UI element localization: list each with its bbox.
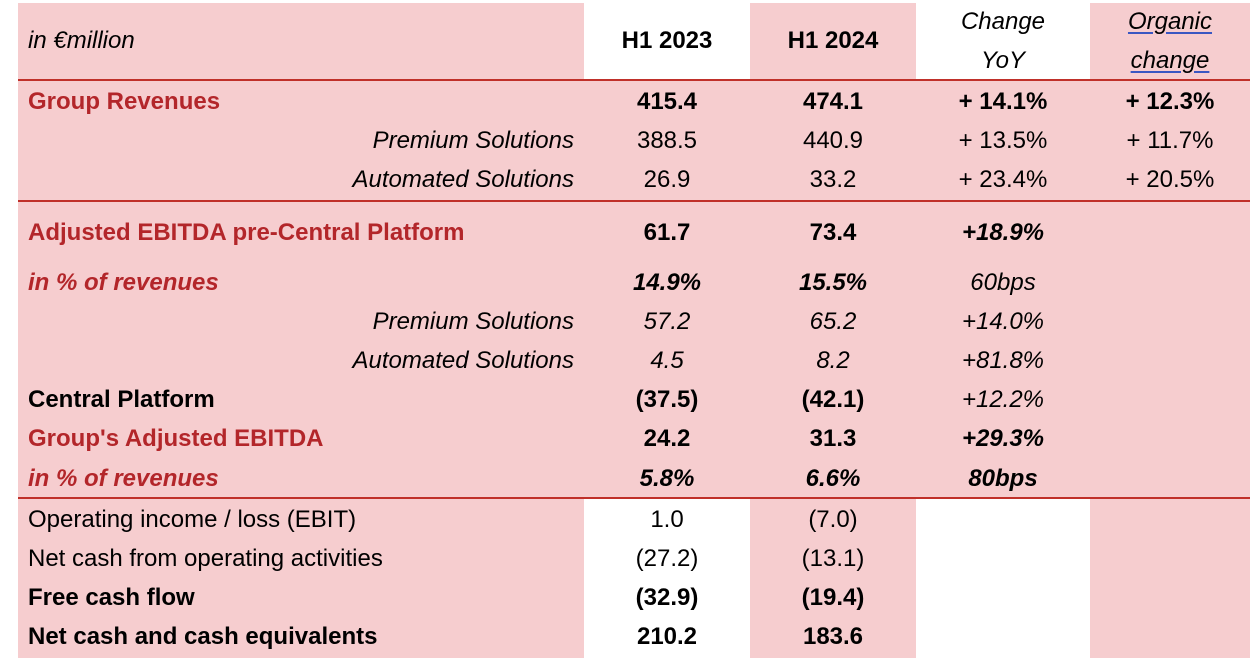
cell-h1-2024: 33.2	[809, 166, 857, 193]
header-organic-bg	[1090, 3, 1250, 80]
col-header-h1-2024: H1 2024	[787, 27, 879, 54]
rule-ebitda	[18, 497, 1250, 499]
cell-h1-2024: 474.1	[802, 88, 864, 115]
col-header-organic-line2: change	[1130, 47, 1210, 74]
cell-h1-2023: 57.2	[643, 308, 691, 335]
cell-change: +14.0%	[961, 308, 1045, 335]
row-label: Automated Solutions	[352, 166, 574, 193]
row-label: Premium Solutions	[372, 127, 574, 154]
row-label: Premium Solutions	[372, 308, 574, 335]
lower-label-bg	[18, 498, 584, 658]
cell-change: +18.9%	[961, 219, 1045, 246]
rule-revenues	[18, 200, 1250, 202]
cell-change: 60bps	[970, 269, 1036, 296]
cell-h1-2024: 65.2	[809, 308, 857, 335]
row-label: Adjusted EBITDA pre-Central Platform	[28, 219, 465, 246]
row-label: Net cash from operating activities	[28, 545, 383, 572]
cell-change: +29.3%	[961, 425, 1045, 452]
row-label: in % of revenues	[28, 465, 219, 492]
cell-change: +81.8%	[961, 347, 1045, 374]
cell-change: + 23.4%	[958, 166, 1048, 193]
unit-label: in €million	[28, 27, 135, 54]
row-label: Group Revenues	[28, 88, 221, 115]
cell-h1-2024: (7.0)	[808, 506, 858, 533]
row-label: Net cash and cash equivalents	[28, 623, 378, 650]
cell-h1-2024: 73.4	[809, 219, 857, 246]
cell-change: + 14.1%	[958, 88, 1048, 115]
cell-organic: + 20.5%	[1125, 166, 1215, 193]
row-label: Group's Adjusted EBITDA	[28, 425, 324, 452]
cell-h1-2023: 1.0	[650, 506, 684, 533]
cell-h1-2023: 26.9	[643, 166, 691, 193]
cell-h1-2023: 24.2	[643, 425, 691, 452]
lower-2024-bg	[750, 498, 916, 658]
cell-h1-2024: (19.4)	[801, 584, 865, 611]
row-label: Free cash flow	[28, 584, 195, 611]
cell-h1-2024: 8.2	[816, 347, 850, 374]
cell-h1-2023: 388.5	[636, 127, 698, 154]
col-header-h1-2023: H1 2023	[621, 27, 713, 54]
cell-change: 80bps	[968, 465, 1038, 492]
cell-organic: + 11.7%	[1126, 127, 1214, 154]
cell-change: +12.2%	[961, 386, 1045, 413]
cell-h1-2024: 183.6	[802, 623, 864, 650]
cell-h1-2024: (42.1)	[801, 386, 865, 413]
col-header-organic-line1: Organic	[1127, 8, 1213, 35]
header-label-bg	[18, 3, 584, 80]
lower-organic-bg	[1090, 498, 1250, 658]
cell-h1-2024: 440.9	[802, 127, 864, 154]
cell-organic: + 12.3%	[1125, 88, 1215, 115]
header-2024-bg	[750, 3, 916, 80]
cell-h1-2023: 415.4	[636, 88, 698, 115]
cell-h1-2023: 5.8%	[639, 465, 695, 492]
cell-h1-2024: 31.3	[809, 425, 857, 452]
cell-h1-2023: (27.2)	[635, 545, 699, 572]
cell-h1-2023: 210.2	[636, 623, 698, 650]
cell-h1-2023: (32.9)	[635, 584, 699, 611]
row-label: Central Platform	[28, 386, 215, 413]
col-header-change-line2: YoY	[980, 47, 1026, 74]
cell-change: + 13.5%	[958, 127, 1048, 154]
row-label: Automated Solutions	[352, 347, 574, 374]
row-label: in % of revenues	[28, 269, 219, 296]
cell-h1-2024: 6.6%	[805, 465, 861, 492]
cell-h1-2023: 61.7	[643, 219, 691, 246]
cell-h1-2023: 4.5	[650, 347, 684, 374]
rule-header	[18, 79, 1250, 81]
cell-h1-2024: 15.5%	[798, 269, 868, 296]
body-fill-bg	[18, 80, 1250, 498]
cell-h1-2023: 14.9%	[632, 269, 702, 296]
row-label: Operating income / loss (EBIT)	[28, 506, 357, 533]
col-header-change-line1: Change	[960, 8, 1046, 35]
cell-h1-2023: (37.5)	[635, 386, 699, 413]
cell-h1-2024: (13.1)	[801, 545, 865, 572]
